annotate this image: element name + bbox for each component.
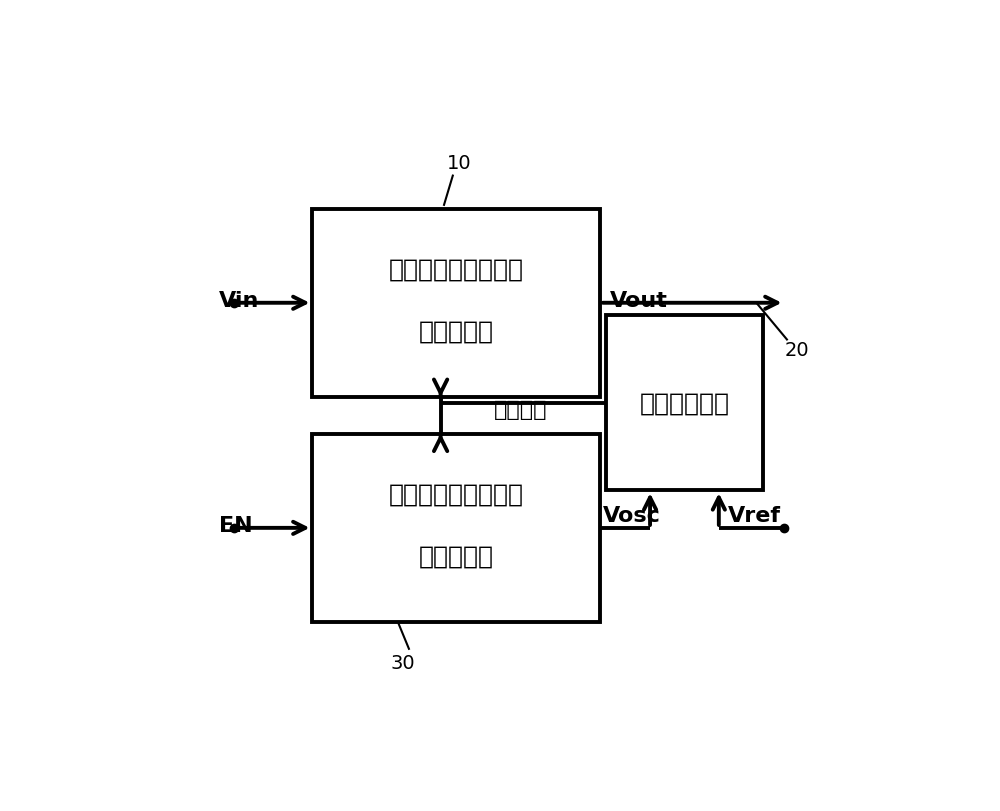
Text: 频率可调环形振荡器: 频率可调环形振荡器: [389, 482, 524, 506]
Bar: [312, 435, 600, 622]
Bar: [312, 210, 600, 397]
Text: （主系统）: （主系统）: [419, 320, 494, 344]
Text: 频率调谐模块: 频率调谐模块: [639, 392, 729, 415]
Text: EN: EN: [219, 515, 252, 535]
Text: 30: 30: [391, 653, 415, 672]
Text: 四阶混模低通滤波器: 四阶混模低通滤波器: [389, 257, 524, 281]
Bar: [606, 315, 763, 491]
Text: 调谐信号: 调谐信号: [494, 400, 547, 419]
Text: Vout: Vout: [609, 290, 667, 311]
Text: Vref: Vref: [728, 505, 781, 525]
Text: 20: 20: [785, 341, 809, 360]
Text: Vin: Vin: [219, 290, 259, 311]
Text: 10: 10: [447, 153, 472, 173]
Text: （从系统）: （从系统）: [419, 544, 494, 569]
Text: Vosc: Vosc: [603, 505, 661, 525]
